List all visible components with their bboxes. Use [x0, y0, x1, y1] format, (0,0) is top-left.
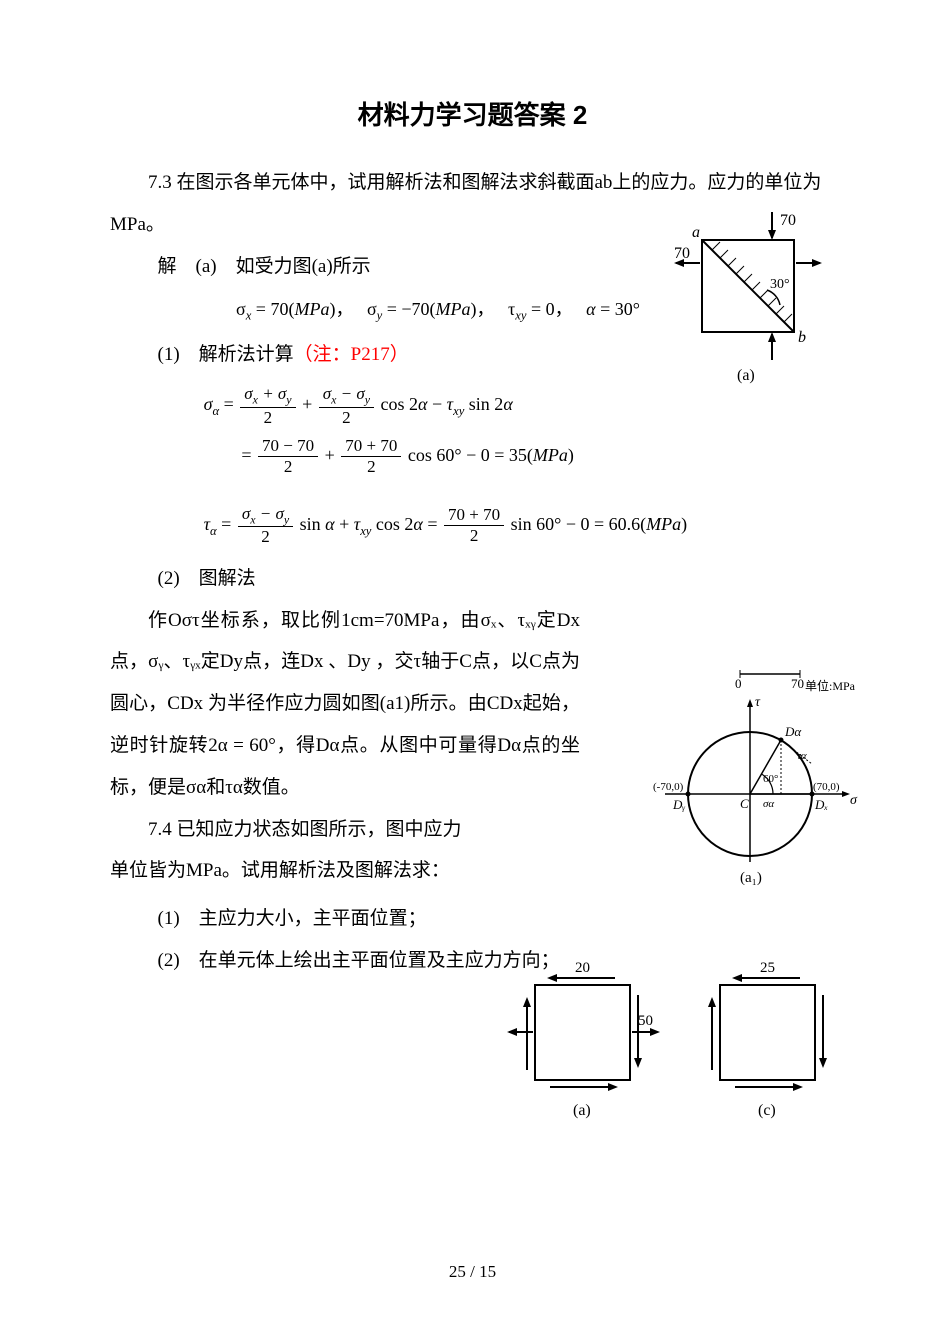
- fig-a-left-70: 70: [674, 245, 690, 262]
- q74-intro: 7.4 已知应力状态如图所示，图中应力单位皆为MPa。试用解析法及图解法求：: [110, 809, 480, 893]
- fig-a1-dx: Dₓ: [814, 797, 828, 812]
- fig-a-corner-b: b: [798, 329, 806, 346]
- fig-a1-c: C: [740, 796, 749, 811]
- fig-a1-dy: Dᵧ: [672, 797, 685, 812]
- sigma-alpha-eq-line1: σα = σx + σy2 + σx − σy2 cos 2α − τxy si…: [110, 384, 835, 428]
- fig-a1-unit: 单位:MPa: [805, 678, 856, 693]
- fig74a-top: 20: [575, 960, 590, 976]
- page-title: 材料力学习题答案 2: [110, 95, 835, 132]
- fig-a1-tau-axis: τ: [755, 695, 761, 710]
- fig-a-caption: (a): [737, 367, 755, 384]
- fig-a1-angle60: 60°: [763, 773, 778, 785]
- fig-a1-caption: (a₁): [740, 870, 762, 886]
- fig-a1-scale0: 0: [735, 676, 742, 691]
- tau-alpha-eq: τα = σx − σy2 sin α + τxy cos 2α = 70 + …: [110, 504, 835, 548]
- fig-a1-sigma-a: σα: [763, 798, 774, 810]
- figure-a-stress-element: 70 70 30° a b (a): [672, 210, 827, 390]
- fig-a1-tau-a: τα: [797, 750, 807, 762]
- fig74c-caption: (c): [758, 1102, 776, 1119]
- fig-a-angle: 30°: [770, 277, 790, 292]
- fig-a1-right-pt: (70,0): [813, 781, 840, 793]
- method2-para: 作Oστ坐标系，取比例1cm=70MPa，由σₓ、τₓᵧ定Dx点，σᵧ、τᵧₓ定…: [110, 600, 580, 809]
- method1-text: (1) 解析法计算: [158, 344, 294, 365]
- fig74a-right: 50: [638, 1013, 653, 1029]
- q74-item1: (1) 主应力大小，主平面位置；: [110, 898, 835, 940]
- method1-note: （注：P217）: [294, 344, 409, 365]
- fig-a1-scale70: 70: [791, 676, 804, 691]
- fig-a-top-70: 70: [780, 212, 796, 229]
- figure-74-elements: 20 50 (a) 25: [505, 960, 845, 1130]
- fig-a1-left-pt: (-70,0): [653, 781, 684, 793]
- sigma-alpha-eq-line2: = 70 − 702 + 70 + 702 cos 60° − 0 = 35(M…: [110, 436, 835, 478]
- figure-a1-mohr-circle: 0 70 单位:MPa σ τ C (70,0) Dₓ (-70,0) Dᵧ D…: [645, 664, 860, 894]
- fig-a1-sigma-axis: σ: [850, 793, 858, 808]
- page-number: 25 / 15: [0, 1262, 945, 1282]
- fig74c-top: 25: [760, 960, 775, 976]
- fig74a-caption: (a): [573, 1102, 591, 1119]
- fig-a-corner-a: a: [692, 224, 700, 241]
- fig-a1-dalpha: Dα: [784, 724, 802, 739]
- method2-label: (2) 图解法: [110, 558, 835, 600]
